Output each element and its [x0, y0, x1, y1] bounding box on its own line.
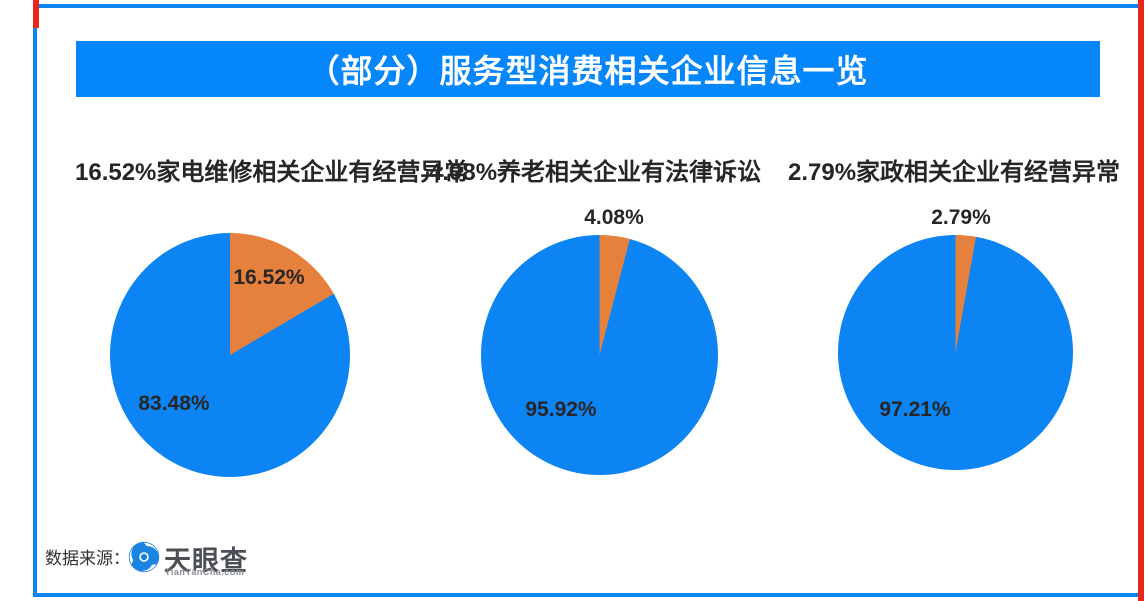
red-edge-line-right: [1138, 0, 1144, 601]
pie2-slice-label: 4.08%: [584, 206, 644, 229]
pie3-title: 2.79%家政相关企业有经营异常: [788, 159, 1121, 186]
pie1-title: 16.52%家电维修相关企业有经营异常: [75, 159, 469, 186]
pie1-main-label: 83.48%: [138, 392, 210, 415]
pie3-chart: [838, 235, 1073, 470]
data-source-label: 数据来源：: [45, 549, 130, 568]
pie2-chart: [481, 235, 718, 475]
pie3-main-label: 97.21%: [879, 398, 951, 421]
title-banner: （部分）服务型消费相关企业信息一览: [76, 41, 1100, 97]
tianyancha-logo: 天眼查 TianYanCha.com: [128, 539, 318, 581]
red-edge-tick-top-left: [33, 0, 39, 28]
tianyancha-domain-text: TianYanCha.com: [165, 567, 245, 577]
page-title: （部分）服务型消费相关企业信息一览: [307, 53, 869, 89]
pie2-main-label: 95.92%: [525, 398, 597, 421]
pie1-chart: [110, 233, 350, 477]
tianyancha-swirl-icon: [128, 541, 160, 573]
pie3-slice-label: 2.79%: [931, 206, 991, 229]
pie1-slice-label: 16.52%: [233, 266, 305, 289]
tianyancha-wordmark: 天眼查: [164, 546, 248, 576]
pie2-title: 4.08%养老相关企业有法律诉讼: [429, 159, 762, 186]
